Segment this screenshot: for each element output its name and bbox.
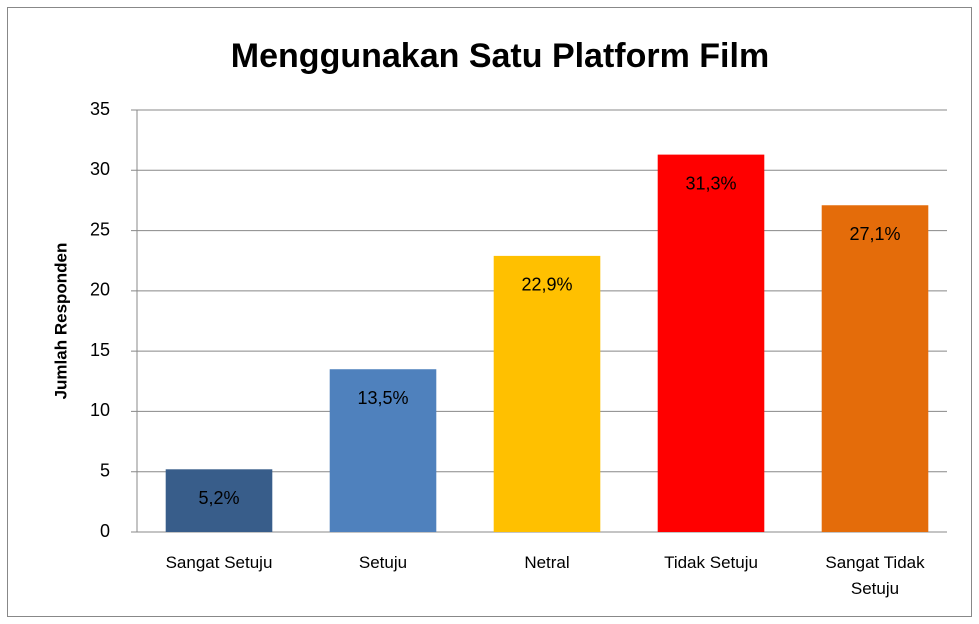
data-label: 22,9% — [521, 275, 572, 295]
x-tick-label: Sangat Setuju — [165, 553, 273, 572]
y-axis-label: Jumlah Responden — [51, 243, 70, 400]
x-tick-label: Setuju — [358, 553, 408, 572]
y-tick-label: 0 — [100, 521, 110, 541]
y-tick-label: 20 — [90, 280, 110, 300]
y-tick-label: 30 — [90, 159, 110, 179]
data-label: 27,1% — [849, 224, 900, 244]
x-tick-label: Sangat Tidak Setuju — [825, 553, 925, 598]
x-tick-label: Tidak Setuju — [664, 553, 758, 572]
chart-title: Menggunakan Satu Platform Film — [231, 37, 769, 75]
bar — [657, 154, 765, 532]
data-label: 31,3% — [685, 173, 736, 193]
bar — [821, 205, 929, 532]
y-tick-label: 10 — [90, 400, 110, 420]
y-tick-label: 15 — [90, 340, 110, 360]
data-label: 5,2% — [198, 488, 239, 508]
y-tick-label: 25 — [90, 219, 110, 239]
data-label: 13,5% — [357, 388, 408, 408]
x-tick-label: Netral — [524, 553, 570, 572]
bar — [165, 469, 273, 532]
y-tick-label: 5 — [100, 460, 110, 480]
bar — [329, 369, 437, 532]
bar — [493, 255, 601, 533]
y-tick-label: 35 — [90, 99, 110, 119]
